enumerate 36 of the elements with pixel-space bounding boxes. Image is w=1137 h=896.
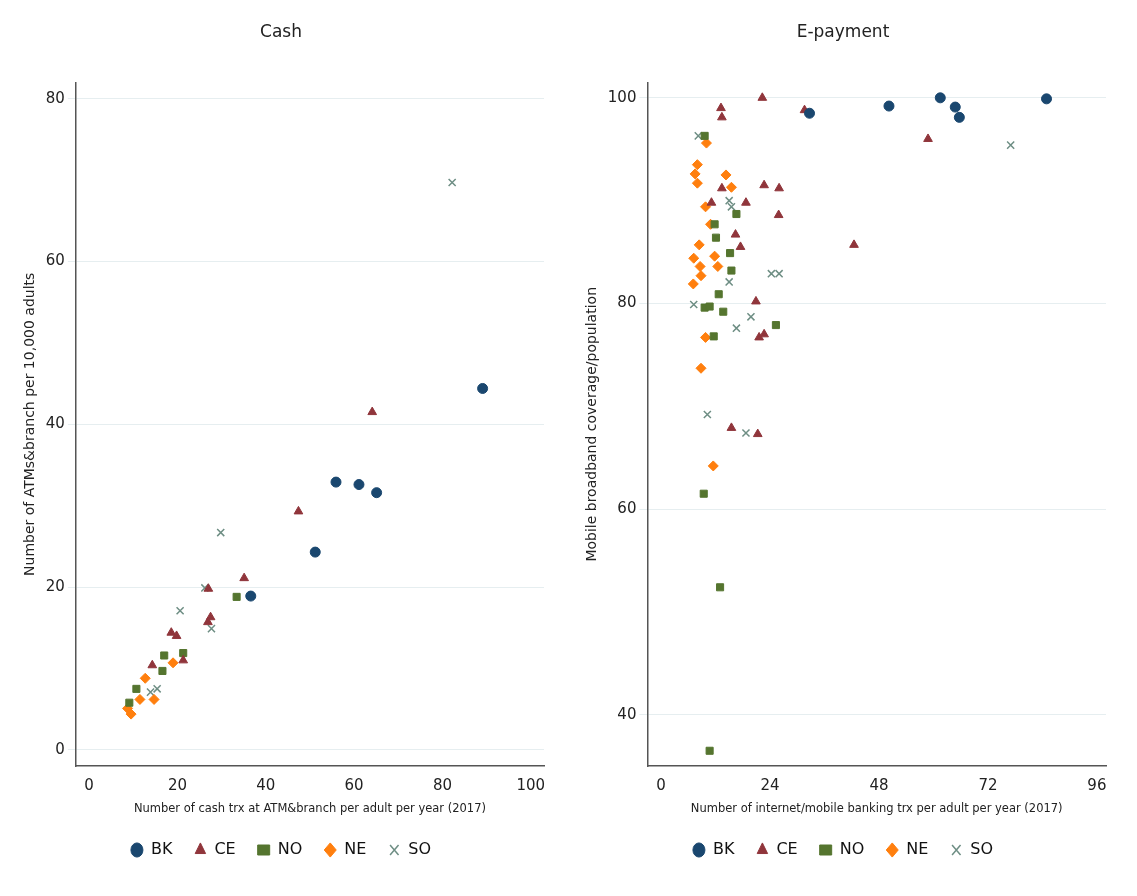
y-tick-label: 20 (45, 577, 65, 595)
y-axis-title: Mobile broadband coverage/population (583, 286, 600, 562)
y-axis-title: Number of ATMs&branch per 10,000 adults (21, 272, 38, 576)
y-tick-label: 60 (617, 499, 637, 518)
x-axis-title: Number of internet/mobile banking trx per adult per year (2017) (690, 801, 1063, 816)
legend-label: CE (776, 839, 798, 859)
legend-label: CE (214, 839, 236, 859)
legend-label: SO (970, 839, 994, 859)
legend-label: BK (150, 839, 173, 859)
x-tick-label: 60 (344, 776, 364, 795)
legend-label: NO (277, 839, 303, 859)
x-tick-label: 48 (869, 776, 889, 795)
x-tick-label: 0 (656, 776, 666, 795)
x-tick-label: 100 (516, 776, 546, 795)
legend-label: SO (408, 839, 432, 859)
legend-label: BK (712, 839, 735, 859)
y-tick-label: 80 (45, 88, 65, 107)
x-tick-label: 24 (760, 776, 780, 795)
legend-label: NO (839, 839, 865, 859)
x-tick-label: 72 (978, 776, 998, 795)
y-tick-label: 40 (617, 704, 637, 723)
y-tick-label: 80 (617, 293, 637, 312)
x-tick-label: 40 (256, 776, 276, 795)
x-tick-label: 20 (167, 776, 188, 795)
y-tick-label: 0 (55, 739, 65, 758)
x-axis-title: Number of cash trx at ATM&branch per adult per year (2017) (133, 801, 486, 816)
x-tick-label: 96 (1087, 776, 1107, 795)
y-tick-label: 100 (607, 87, 637, 106)
y-tick-label: 40 (45, 414, 65, 433)
chart-title: E-payment (796, 20, 890, 41)
x-tick-label: 0 (84, 776, 94, 795)
legend-label: NE (344, 839, 367, 859)
y-tick-label: 60 (45, 251, 65, 270)
chart-title: Cash (260, 20, 302, 41)
x-tick-label: 80 (432, 776, 452, 795)
legend-label: NE (906, 839, 929, 859)
